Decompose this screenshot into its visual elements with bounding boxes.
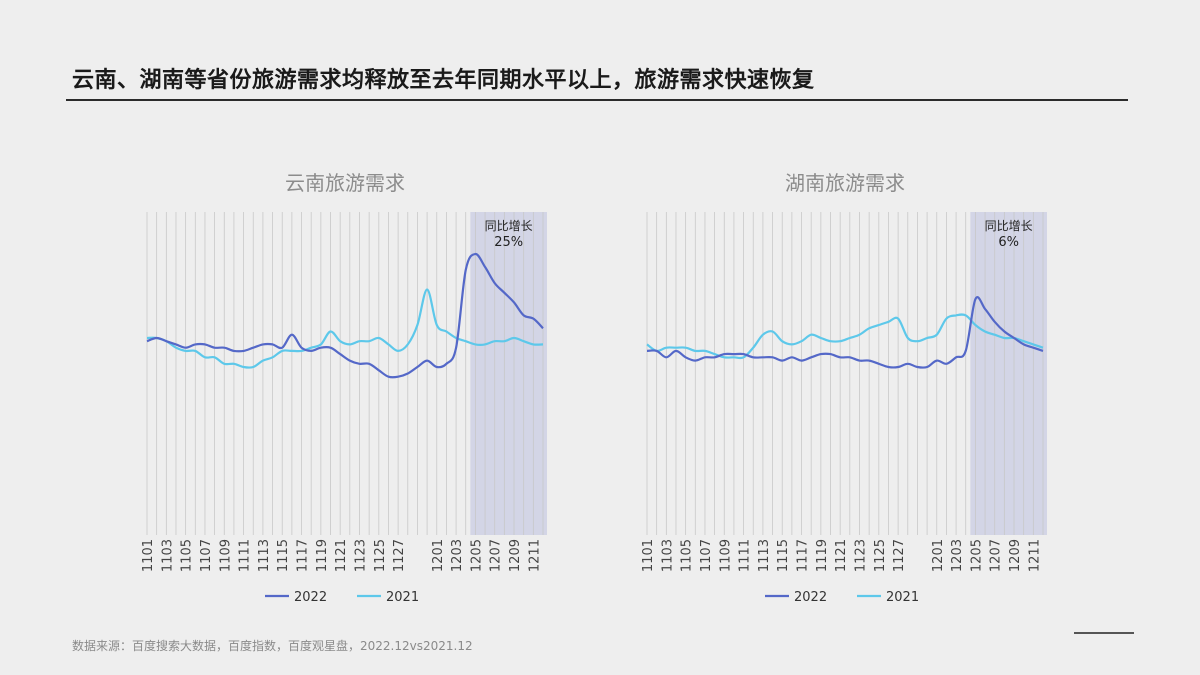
yunnan-tick-label: 1209 (508, 539, 523, 572)
hunan-chart-title: 湖南旅游需求 (785, 171, 905, 195)
yunnan-tick-label: 1121 (334, 539, 349, 572)
hunan-legend-label-2022: 2022 (794, 590, 827, 605)
hunan-series-2021-line (646, 313, 1044, 360)
yunnan-tick-label: 1127 (392, 539, 407, 572)
yunnan-tick-label: 1205 (469, 539, 484, 572)
hunan-tick-label: 1211 (1027, 539, 1042, 572)
yunnan-tick-label: 1109 (218, 539, 233, 572)
hunan-tick-label: 1119 (815, 539, 830, 572)
hunan-tick-label: 1127 (892, 539, 907, 572)
yunnan-tick-label: 1111 (238, 539, 253, 572)
hunan-highlight-value: 6% (998, 235, 1019, 250)
hunan-tick-label: 1125 (873, 539, 888, 572)
yunnan-highlight-value: 25% (494, 235, 523, 250)
yunnan-tick-label: 1119 (315, 539, 330, 572)
hunan-tick-label: 1123 (853, 539, 868, 572)
hunan-chart: 湖南旅游需求同比增长 6% 1101 1103 1105 1107 1109 1111 1113… (630, 150, 1060, 620)
yunnan-tick-label: 1103 (160, 539, 175, 572)
yunnan-chart: 云南旅游需求同比增长 25% 1101 1103 1105 1107 1109 1111 111… (130, 150, 560, 620)
yunnan-legend-label-2022: 2022 (294, 590, 327, 605)
page-title: 云南、湖南等省份旅游需求均释放至去年同期水平以上，旅游需求快速恢复 (72, 68, 815, 93)
yunnan-highlight-label: 同比增长 (485, 219, 533, 233)
yunnan-chart-title: 云南旅游需求 (285, 171, 405, 195)
yunnan-tick-label: 1101 (141, 539, 156, 572)
hunan-tick-label: 1109 (718, 539, 733, 572)
yunnan-tick-label: 1113 (257, 539, 272, 572)
hunan-tick-label: 1103 (660, 539, 675, 572)
hunan-legend-label-2021: 2021 (886, 590, 919, 605)
title-divider (66, 99, 1128, 101)
hunan-highlight-label: 同比增长 (985, 219, 1033, 233)
hunan-tick-label: 1117 (796, 539, 811, 572)
yunnan-tick-label: 1211 (527, 539, 542, 572)
yunnan-tick-label: 1203 (450, 539, 465, 572)
yunnan-series-2021-line (146, 288, 544, 369)
yunnan-legend-label-2021: 2021 (386, 590, 419, 605)
hunan-tick-label: 1207 (989, 539, 1004, 572)
corner-divider (1074, 632, 1134, 634)
hunan-tick-label: 1203 (950, 539, 965, 572)
hunan-tick-label: 1205 (969, 539, 984, 572)
hunan-highlight-band (970, 212, 1047, 535)
data-source-note: 数据来源：百度搜索大数据，百度指数，百度观星盘，2022.12vs2021.12 (72, 639, 473, 653)
yunnan-tick-label: 1105 (180, 539, 195, 572)
yunnan-tick-label: 1125 (373, 539, 388, 572)
yunnan-tick-label: 1107 (199, 539, 214, 572)
yunnan-tick-label: 1115 (276, 539, 291, 572)
hunan-tick-label: 1105 (680, 539, 695, 572)
yunnan-series-2022-line (146, 252, 544, 379)
hunan-tick-label: 1101 (641, 539, 656, 572)
hunan-tick-label: 1121 (834, 539, 849, 572)
yunnan-tick-label: 1123 (353, 539, 368, 572)
hunan-series-2022-line (646, 296, 1044, 369)
hunan-tick-label: 1113 (757, 539, 772, 572)
hunan-tick-label: 1111 (738, 539, 753, 572)
yunnan-tick-label: 1117 (296, 539, 311, 572)
hunan-tick-label: 1115 (776, 539, 791, 572)
hunan-tick-label: 1201 (931, 539, 946, 572)
yunnan-tick-label: 1207 (489, 539, 504, 572)
hunan-tick-label: 1209 (1008, 539, 1023, 572)
hunan-tick-label: 1107 (699, 539, 714, 572)
yunnan-tick-label: 1201 (431, 539, 446, 572)
